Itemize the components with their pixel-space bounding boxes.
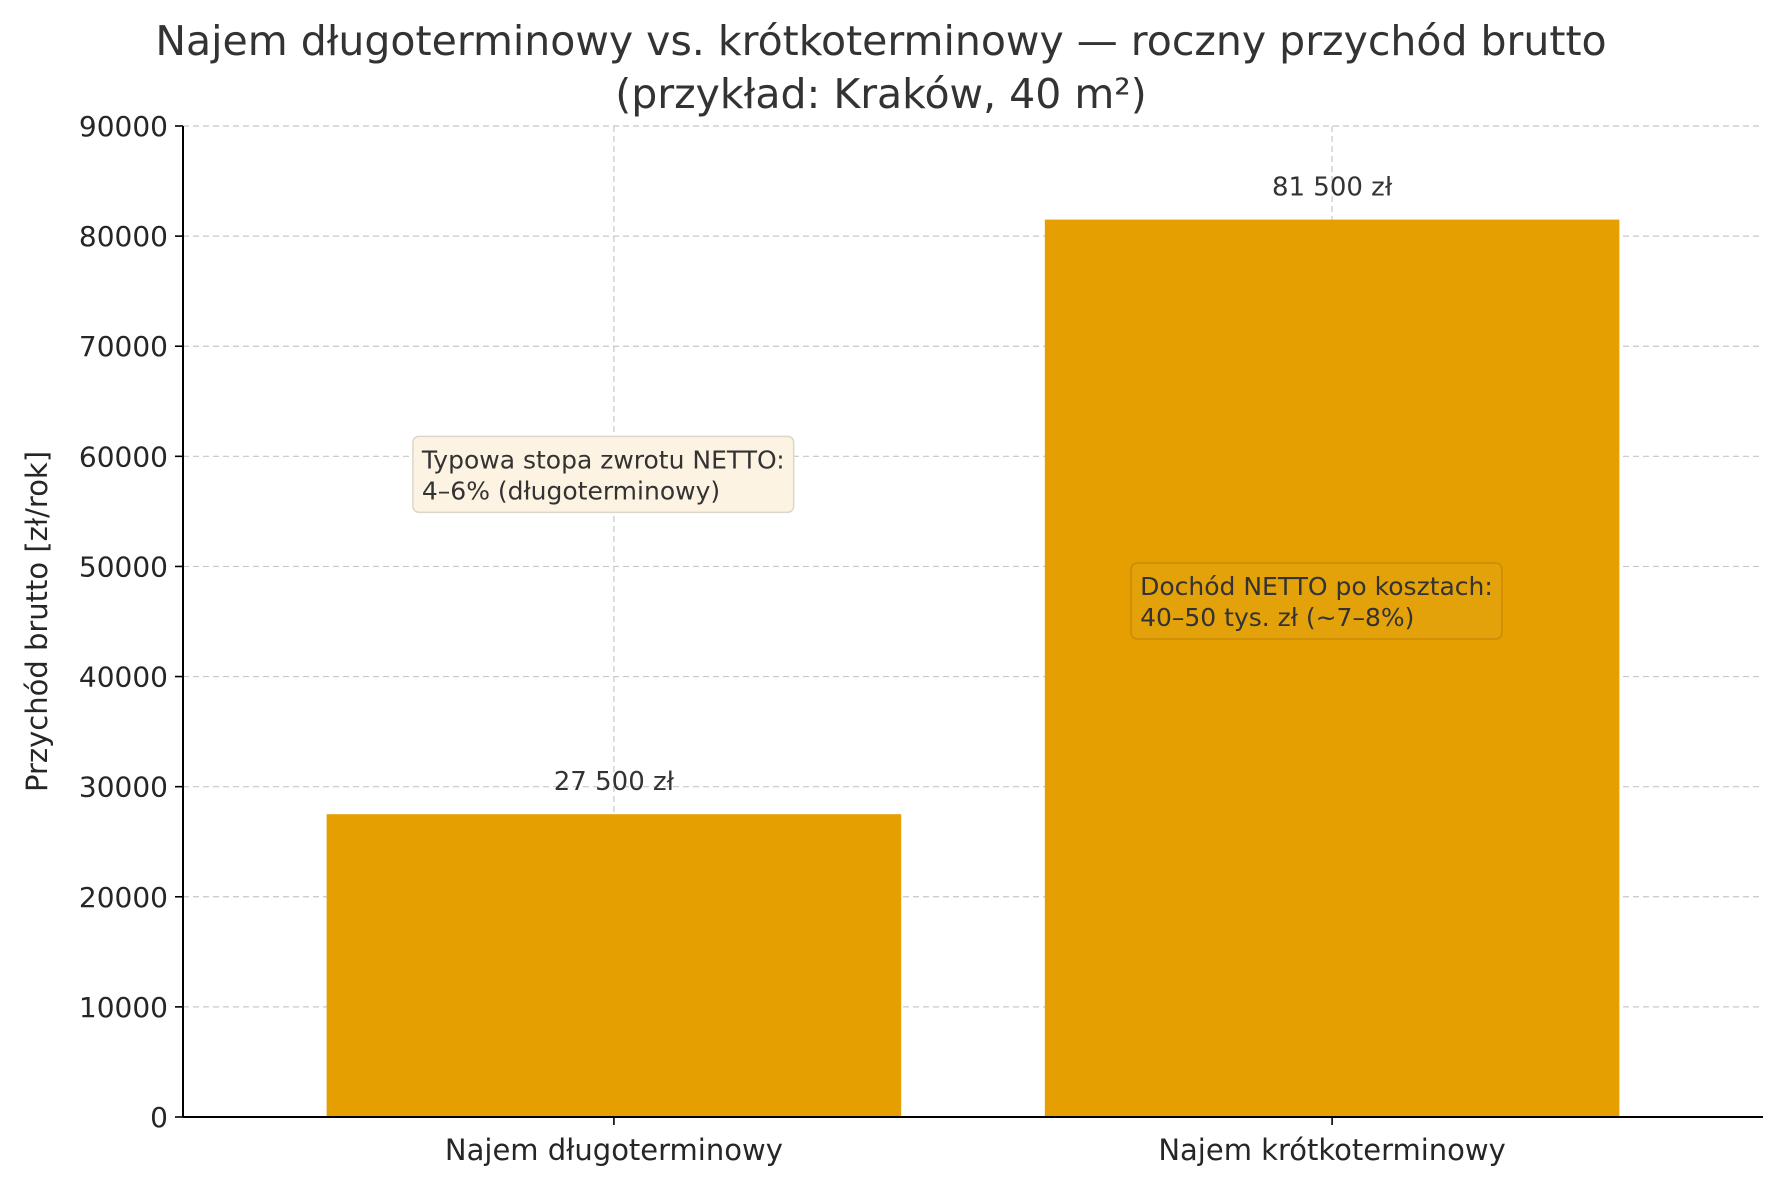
y-tick-label: 90000 [79,110,168,143]
y-tick-label: 20000 [79,881,168,914]
data-label: 27 500 zł [554,767,675,797]
annotation-text: Typowa stopa zwrotu NETTO: [421,445,785,474]
y-tick-label: 0 [150,1101,168,1134]
chart-subtitle: (przykład: Kraków, 40 m²) [615,70,1146,118]
annotations: Typowa stopa zwrotu NETTO:4–6% (długoter… [412,435,1503,640]
y-tick-label: 10000 [79,991,168,1024]
annotation-box: Dochód NETTO po kosztach:40–50 tys. zł (… [1130,562,1503,640]
y-tick-label: 80000 [79,220,168,253]
y-axis-label: Przychód brutto [zł/rok] [20,451,54,792]
y-tick-label: 30000 [79,771,168,804]
x-tick-label: Najem krótkoterminowy [1158,1133,1505,1167]
y-tick-label: 40000 [79,661,168,694]
y-tick-label: 70000 [79,330,168,363]
y-ticks: 0 10000 20000 30000 40000 50000 60000 70000 8000… [79,110,183,1134]
data-label: 81 500 zł [1272,173,1393,203]
bars [326,219,1620,1117]
annotation-text: Dochód NETTO po kosztach: [1140,572,1493,601]
y-tick-label: 60000 [79,440,168,473]
annotation-text: 4–6% (długoterminowy) [422,476,720,505]
chart-title: Najem długoterminowy vs. krótkoterminowy… [155,17,1606,65]
annotation-background [412,435,795,514]
data-labels: 27 500 zł 81 500 zł [554,173,1393,798]
bar [1044,219,1620,1117]
annotation-box: Typowa stopa zwrotu NETTO:4–6% (długoter… [412,435,795,514]
axes [182,126,1763,1118]
x-ticks: Najem długoterminowy Najem krótkoterminow… [445,1117,1506,1167]
annotation-background [1130,562,1503,640]
annotation-text: 40–50 tys. zł (~7–8%) [1140,603,1414,632]
y-tick-label: 50000 [79,550,168,583]
x-tick-label: Najem długoterminowy [445,1133,783,1167]
bar [326,814,902,1117]
